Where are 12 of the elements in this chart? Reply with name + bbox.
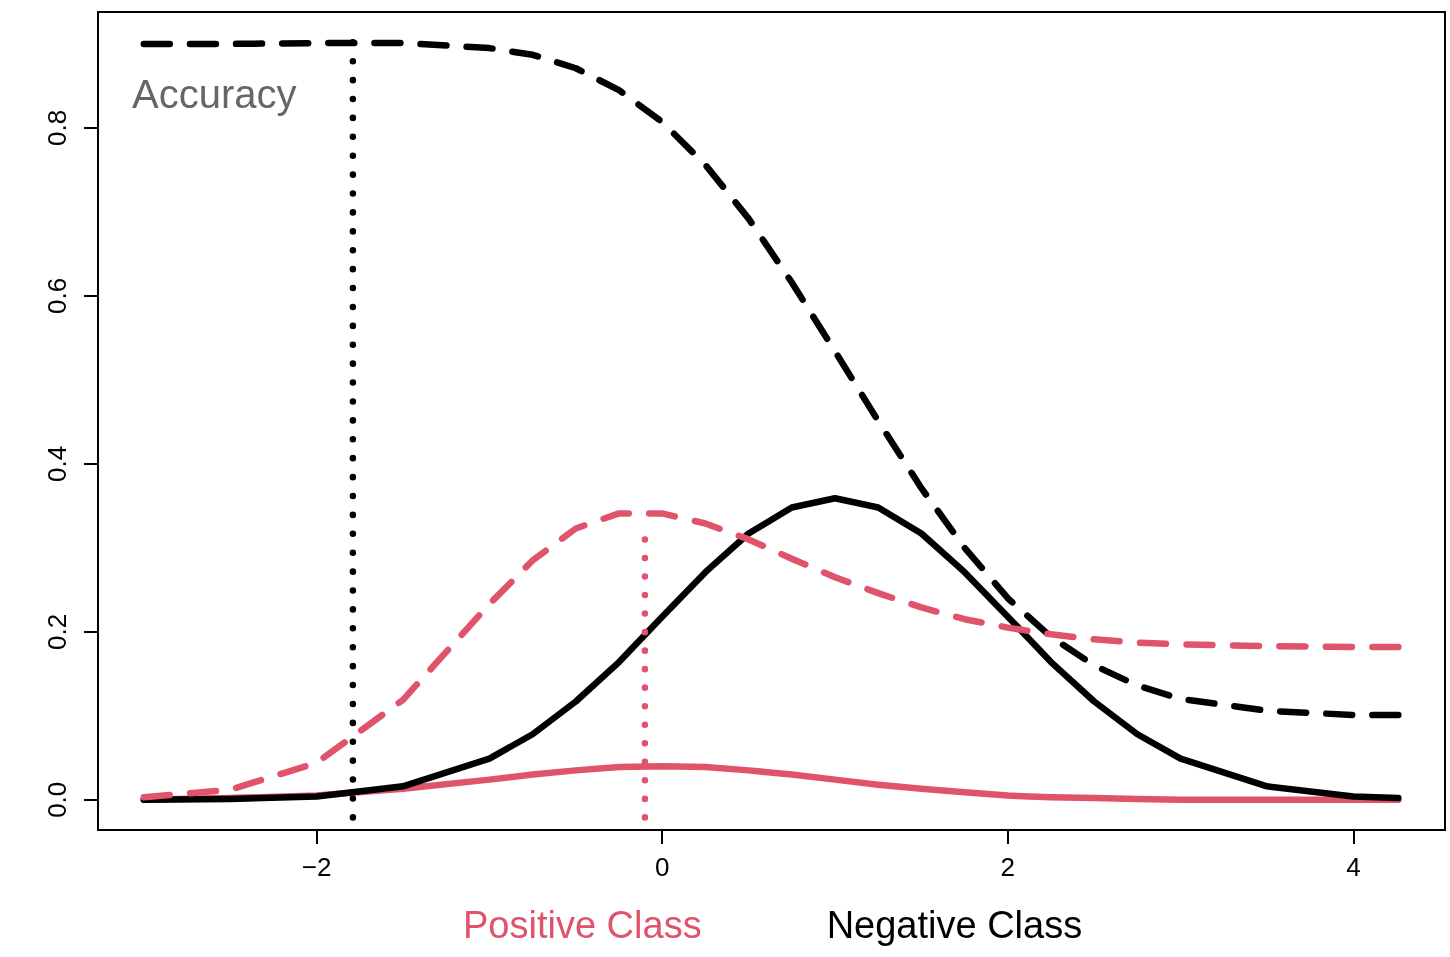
y-tick-label: 0.2 [42, 613, 72, 650]
y-tick-label: 0.8 [42, 109, 72, 146]
y-tick-label: 0.6 [42, 277, 72, 314]
x-tick-label: 2 [1000, 852, 1016, 882]
x-tick-label: 4 [1346, 852, 1361, 882]
y-tick-label: 0.0 [42, 781, 72, 818]
text: Positive Class [463, 904, 702, 946]
text: Negative Class [826, 904, 1083, 946]
x-tick-label: −2 [301, 852, 332, 882]
y-tick-label: 0.4 [42, 445, 72, 482]
x-tick-label: 0 [654, 852, 670, 882]
annotation: Accuracy [132, 72, 297, 116]
